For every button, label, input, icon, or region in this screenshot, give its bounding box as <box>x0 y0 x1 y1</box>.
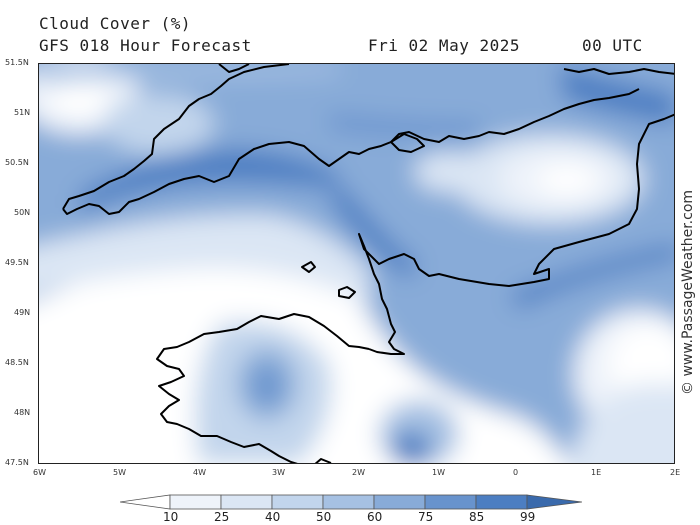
lat-label: 51.5N <box>5 58 29 67</box>
legend-cell-1 <box>169 494 222 510</box>
lon-label: 4W <box>193 468 206 477</box>
lon-label: 6W <box>33 468 46 477</box>
lat-label: 49N <box>14 308 31 317</box>
legend-cell-3 <box>271 494 324 510</box>
forecast-date: Fri 02 May 2025 <box>368 36 520 55</box>
lon-label: 5W <box>113 468 126 477</box>
cloud-field <box>39 64 674 463</box>
legend-cell-2 <box>220 494 273 510</box>
legend-tick: 25 <box>214 510 230 524</box>
legend-cell-5 <box>373 494 426 510</box>
legend-tick: 10 <box>163 510 179 524</box>
coastlines <box>62 64 674 463</box>
chart-title: Cloud Cover (%) <box>39 14 191 33</box>
lon-label: 2W <box>352 468 365 477</box>
lat-label: 48N <box>14 408 31 417</box>
forecast-time: 00 UTC <box>582 36 643 55</box>
lon-label: 0 <box>513 468 519 477</box>
color-scale-legend <box>119 492 583 512</box>
legend-cell-7 <box>475 494 528 510</box>
legend-cell-6 <box>424 494 477 510</box>
lat-label: 50N <box>14 208 31 217</box>
legend-tick: 85 <box>469 510 485 524</box>
lat-label: 47.5N <box>5 458 29 467</box>
legend-cell-0 <box>119 494 171 510</box>
cloud-cover-map <box>38 63 675 464</box>
legend-cell-4 <box>322 494 375 510</box>
lon-label: 2E <box>670 468 681 477</box>
lat-label: 48.5N <box>5 358 29 367</box>
legend-tick: 40 <box>265 510 281 524</box>
legend-tick: 60 <box>367 510 383 524</box>
legend-tick: 99 <box>520 510 536 524</box>
lat-label: 49.5N <box>5 258 29 267</box>
lat-label: 50.5N <box>5 158 29 167</box>
legend-tick: 75 <box>418 510 434 524</box>
site-credit: © www.PassageWeather.com <box>680 189 696 395</box>
forecast-subtitle: GFS 018 Hour Forecast <box>39 36 252 55</box>
legend-cell-8 <box>526 494 583 510</box>
map-canvas <box>39 64 674 463</box>
lon-label: 3W <box>272 468 285 477</box>
lon-label: 1W <box>432 468 445 477</box>
lon-label: 1E <box>591 468 602 477</box>
lat-label: 51N <box>14 108 31 117</box>
legend-tick: 50 <box>316 510 332 524</box>
legend-bar <box>119 494 583 510</box>
